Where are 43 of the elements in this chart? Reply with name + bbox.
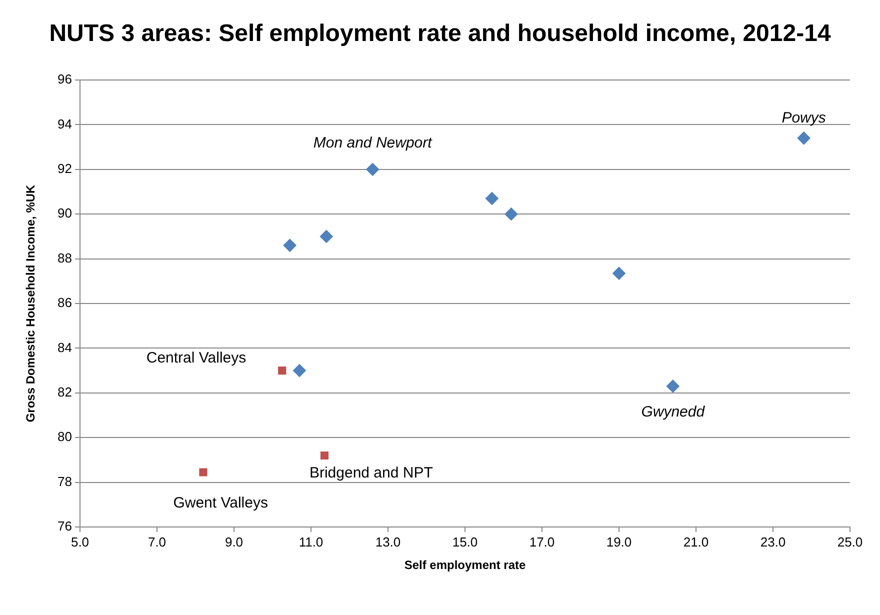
point (283, 238, 296, 252)
point (504, 208, 518, 221)
chart-title: NUTS 3 areas: Self employment rate and household income, 2012-14 (48, 19, 832, 49)
x-tick-label: 5.0 (70, 534, 90, 550)
point (278, 366, 286, 375)
x-tick-label: 7.0 (148, 534, 166, 550)
y-tick-label: 94 (58, 116, 72, 132)
point (292, 364, 306, 378)
point (320, 451, 329, 460)
y-tick-label: 96 (58, 72, 72, 87)
y-tick-label: 80 (58, 429, 72, 444)
annotation: Central Valleys (146, 350, 246, 367)
point (485, 192, 498, 205)
y-tick-label: 76 (58, 518, 72, 534)
annotation: Gwynedd (641, 403, 706, 420)
x-tick-label: 11.0 (298, 534, 324, 550)
x-tick-label: 23.0 (760, 534, 786, 550)
x-tick-label: 9.0 (224, 534, 244, 550)
x-tick-label: 17.0 (529, 534, 555, 550)
x-tick-label: 25.0 (837, 534, 863, 550)
annotation: Mon and Newport (313, 134, 433, 152)
y-tick-label: 88 (58, 250, 72, 266)
y-tick-label: 92 (58, 160, 72, 176)
y-tick-label: 90 (58, 206, 72, 221)
y-tick-label: 78 (58, 474, 72, 489)
point (666, 380, 680, 393)
point (320, 230, 333, 243)
y-tick-label: 86 (58, 295, 72, 310)
annotation: Powys (782, 109, 826, 126)
annotation: Bridgend and NPT (309, 464, 433, 482)
x-tick-label: 15.0 (452, 534, 478, 550)
point (199, 468, 208, 476)
x-axis-title: Self employment rate (404, 558, 526, 572)
x-tick-label: 19.0 (606, 534, 632, 550)
x-tick-label: 13.0 (375, 534, 401, 550)
annotation: Gwent Valleys (173, 494, 268, 512)
y-tick-label: 84 (58, 340, 72, 355)
x-tick-label: 21.0 (683, 534, 709, 550)
point (797, 132, 810, 145)
point (366, 162, 380, 176)
y-axis-title: Gross Domestic Household Income, %UK (24, 184, 38, 422)
y-tick-label: 82 (58, 384, 72, 400)
point (612, 266, 626, 280)
